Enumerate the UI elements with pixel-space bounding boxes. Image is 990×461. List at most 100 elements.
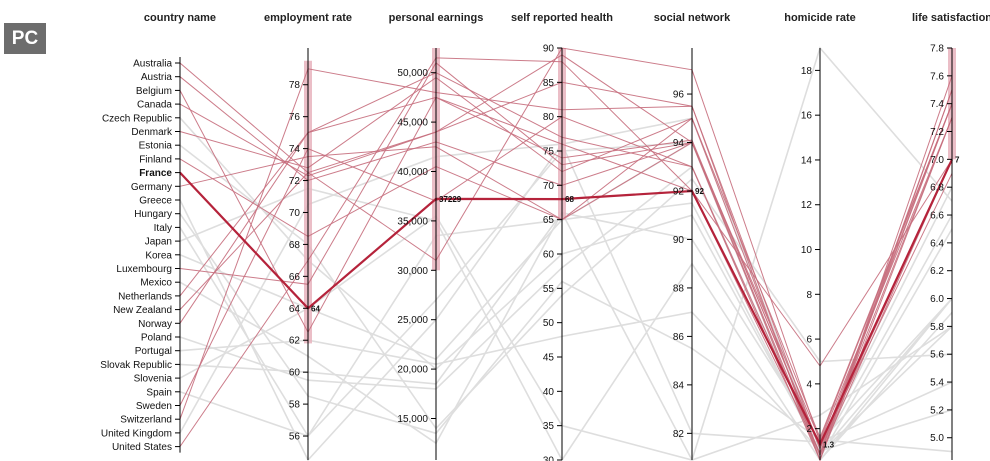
tick-label[interactable]: Italy [154,223,172,234]
tick-label: 70 [543,181,555,192]
tick-label: 84 [673,380,685,391]
tick-label: 86 [673,332,685,343]
axis-homicide[interactable]: homicide rate 2 4 6 8 10 12 14 16 18 1.3 [784,12,856,460]
tick-label[interactable]: Luxembourg [116,264,172,275]
tick-label[interactable]: France [139,168,172,179]
tick-label: 96 [673,90,685,101]
tick-label: 7.6 [930,71,944,82]
axis-life[interactable]: life satisfaction 5.0 5.2 5.4 5.6 5.8 6.0 6.2 6.… [912,12,990,460]
axis-title-network: social network [654,12,731,24]
axes: country name Australia Austria Belgium Canad… [100,12,990,461]
tick-label: 7.2 [930,127,944,138]
tick-label: 5.6 [930,350,944,361]
tick-label: 6.6 [930,211,944,222]
axis-title-health: self reported health [511,12,613,24]
highlight-value-label: 68 [565,195,574,204]
axis-employment[interactable]: employment rate 56 58 60 62 64 66 68 70 72 74 76 78 6… [264,12,352,460]
axis-title-country: country name [144,12,216,24]
highlight-value-label: 64 [311,304,320,313]
axis-network[interactable]: social network 82 84 86 88 90 92 94 96 92 [654,12,731,460]
tick-label: 58 [289,400,301,411]
tick-label: 56 [289,432,301,443]
tick-label[interactable]: Slovenia [134,374,173,385]
tick-label[interactable]: Spain [146,387,172,398]
highlight-value-label: 7 [955,155,960,164]
tick-label[interactable]: Slovak Republic [100,360,172,371]
tick-label: 5.2 [930,405,944,416]
tick-label[interactable]: Korea [145,250,172,261]
highlight-value-label: 1.3 [823,440,835,449]
tick-label: 90 [673,235,685,246]
tick-label: 6 [806,335,812,346]
axis-earnings[interactable]: personal earnings 15,000 20,000 25,000 30,00… [389,12,484,460]
tick-label: 6.0 [930,294,944,305]
tick-label: 6.8 [930,183,944,194]
tick-label[interactable]: Australia [133,59,172,70]
tick-label: 12 [801,200,813,211]
tick-label: 8 [806,290,812,301]
tick-label: 35,000 [397,216,428,227]
tick-label: 6.2 [930,266,944,277]
tick-label: 30,000 [397,266,428,277]
tick-label[interactable]: United States [112,442,172,453]
axis-health[interactable]: self reported health 30 35 40 45 50 55 60 65 70 75… [511,12,613,461]
tick-label: 62 [289,336,301,347]
highlight-value-label: 92 [695,187,704,196]
axis-country[interactable]: country name Australia Austria Belgium Canad… [100,12,216,453]
tick-label: 92 [673,186,685,197]
tick-label: 60 [543,250,555,261]
axis-title-life: life satisfaction [912,12,990,24]
tick-label: 80 [543,112,555,123]
tick-label: 30 [543,456,555,461]
pc-badge: PC [4,23,46,54]
tick-label[interactable]: Norway [138,319,172,330]
tick-label: 76 [289,112,301,123]
tick-label[interactable]: Poland [141,333,172,344]
tick-label: 5.8 [930,322,944,333]
tick-label[interactable]: Mexico [140,278,172,289]
tick-label: 18 [801,66,813,77]
tick-label[interactable]: Finland [139,154,172,165]
tick-label[interactable]: Switzerland [120,415,172,426]
tick-label: 82 [673,429,685,440]
tick-label[interactable]: Sweden [136,401,172,412]
tick-label[interactable]: Greece [139,196,172,207]
tick-label[interactable]: Czech Republic [102,113,172,124]
selected-lines [179,47,953,461]
tick-label: 60 [289,368,301,379]
tick-label[interactable]: New Zealand [113,305,172,316]
tick-label[interactable]: Denmark [131,127,173,138]
tick-label[interactable]: Belgium [136,86,172,97]
tick-label: 35 [543,421,555,432]
tick-label: 5.4 [930,378,944,389]
tick-label: 55 [543,284,555,295]
tick-label: 14 [801,155,813,166]
tick-label: 7.4 [930,99,944,110]
tick-label[interactable]: Portugal [135,346,172,357]
tick-label[interactable]: Netherlands [118,291,172,302]
tick-label: 50,000 [397,68,428,79]
tick-label[interactable]: Austria [141,72,173,83]
tick-label: 40 [543,387,555,398]
tick-label: 78 [289,80,301,91]
tick-label: 90 [543,44,555,55]
tick-label[interactable]: Hungary [134,209,172,220]
tick-label: 2 [806,424,812,435]
tick-label: 7.8 [930,44,944,55]
tick-label[interactable]: Germany [131,182,172,193]
tick-label[interactable]: Canada [137,100,172,111]
tick-label: 7.0 [930,155,944,166]
tick-label: 20,000 [397,365,428,376]
tick-label[interactable]: United Kingdom [101,428,172,439]
tick-label: 70 [289,208,301,219]
tick-label[interactable]: Japan [145,237,172,248]
tick-label: 25,000 [397,315,428,326]
highlight-value-label: 37229 [439,195,462,204]
tick-label: 10 [801,245,813,256]
tick-label[interactable]: Estonia [139,141,173,152]
tick-label: 65 [543,215,555,226]
axis-title-earnings: personal earnings [389,12,484,24]
tick-label: 66 [289,272,301,283]
tick-label: 5.0 [930,433,944,444]
